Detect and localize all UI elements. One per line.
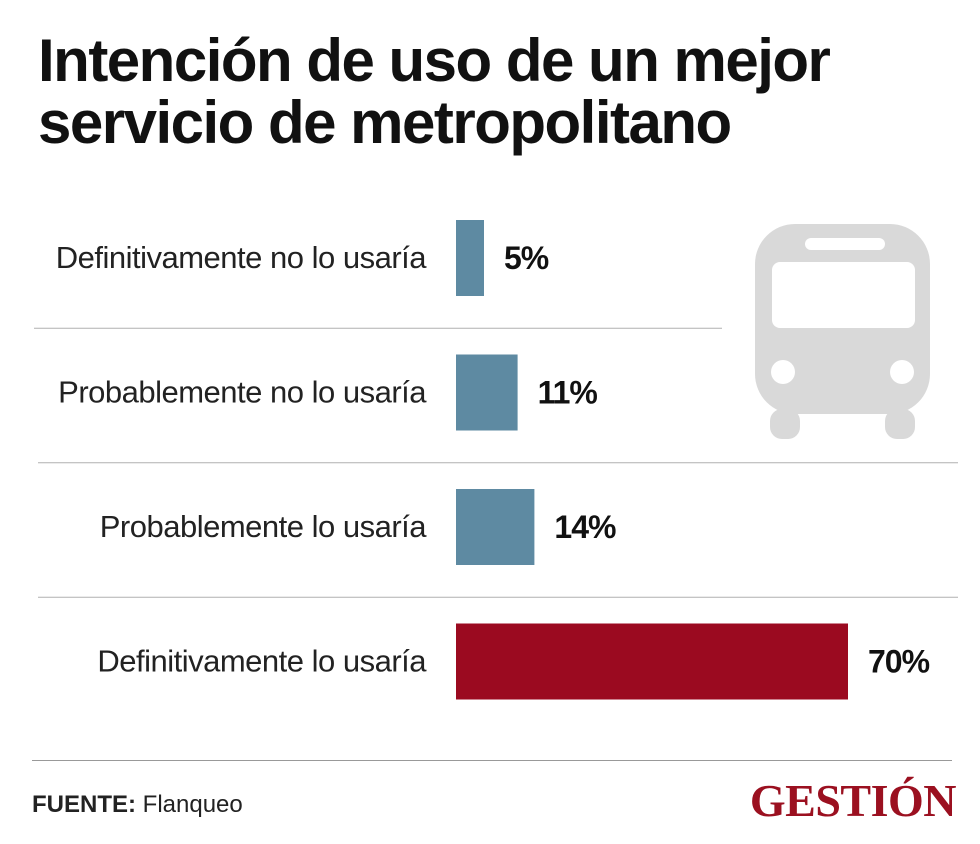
category-label: Probablemente lo usaría: [100, 509, 428, 544]
chart-title: Intención de uso de un mejor servicio de…: [38, 30, 958, 154]
value-label: 11%: [538, 375, 598, 411]
value-label: 14%: [554, 509, 616, 545]
row-separators: [34, 327, 958, 598]
chart-title-line-2: servicio de metropolitano: [38, 89, 732, 156]
gestion-logo: GESTIÓN: [749, 775, 957, 826]
chart-title-line-1: Intención de uso de un mejor: [38, 27, 831, 94]
footer-divider: [32, 760, 952, 761]
bars: [456, 220, 848, 700]
bus-icon: [755, 224, 930, 439]
value-label: 5%: [504, 240, 549, 276]
category-label: Definitivamente no lo usaría: [56, 240, 428, 275]
bar: [456, 489, 535, 565]
category-labels: Definitivamente no lo usaría Probablement…: [56, 240, 428, 679]
category-label: Probablemente no lo usaría: [58, 375, 427, 410]
category-label: Definitivamente lo usaría: [97, 644, 427, 679]
source-note: FUENTE: Flanqueo: [32, 791, 243, 819]
bar: [456, 623, 848, 700]
value-labels: 5% 11% 14% 70%: [504, 240, 931, 680]
value-label: 70%: [868, 644, 930, 680]
source-value: Flanqueo: [142, 791, 243, 818]
bar: [456, 220, 484, 296]
bar: [456, 354, 518, 431]
source-label: FUENTE:: [32, 791, 136, 818]
